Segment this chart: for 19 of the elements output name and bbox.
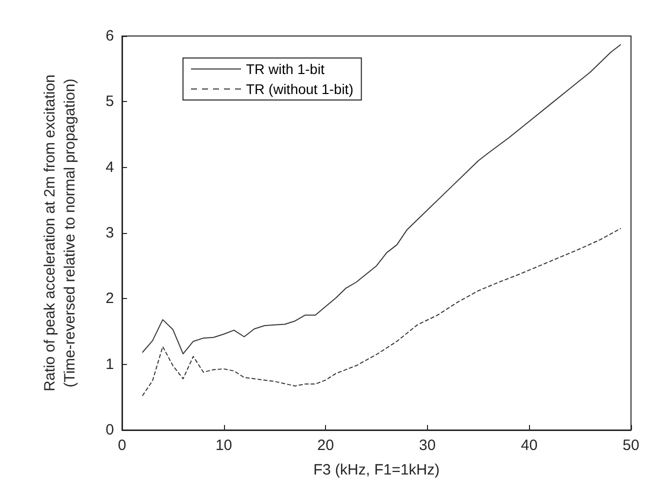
x-tick-label: 50 [622,437,640,454]
line-series [142,228,622,396]
y-tick-label: 5 [106,93,114,110]
y-tick-label: 4 [106,158,114,176]
x-tick-label: 30 [419,437,436,454]
y-tick-label: 2 [106,290,114,308]
y-tick-label: 0 [106,422,114,438]
line-series [142,44,622,354]
legend-label: TR with 1-bit [246,61,325,77]
x-tick-label: 20 [317,437,334,454]
y-tick-label: 1 [106,356,114,373]
y-tick-label: 3 [106,224,114,242]
x-tick-label: 40 [520,437,538,454]
x-axis-title: F3 (kHz, F1=1kHz) [313,462,440,478]
x-tick-label: 10 [215,437,232,454]
y-tick-label: 6 [106,28,114,44]
legend-label: TR (without 1-bit) [246,81,354,97]
x-tick-label: 0 [118,437,126,454]
y-axis-title: Ratio of peak acceleration at 2m from excitation (Time-reversed relative to normal propagation) [42,74,78,392]
